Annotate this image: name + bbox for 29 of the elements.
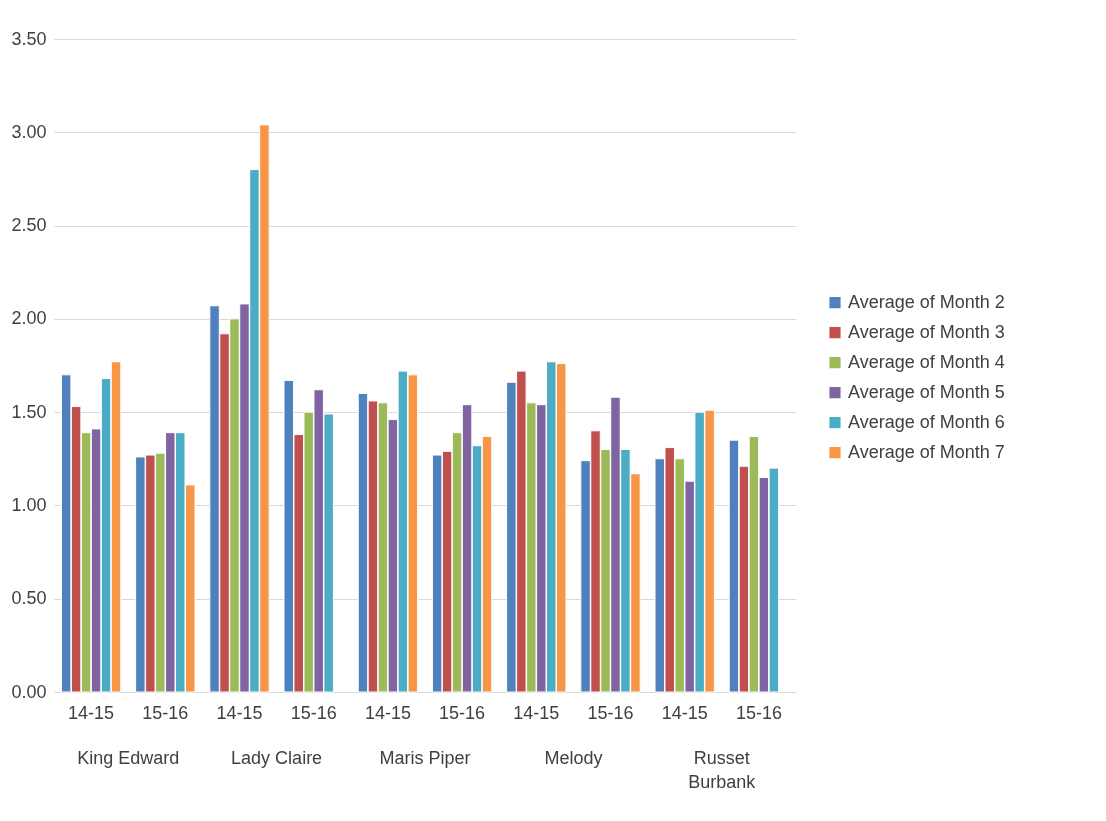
y-tick-label: 1.00 xyxy=(11,494,47,515)
text: Melody xyxy=(544,748,603,768)
x-tick-label: 14-15 xyxy=(216,702,263,723)
text: Lady Claire xyxy=(231,748,323,768)
x-tick-label: 14-15 xyxy=(513,702,560,723)
legend-label: Average of Month 3 xyxy=(848,321,1005,342)
x-tick-label: 14-15 xyxy=(661,702,708,723)
legend-label: Average of Month 6 xyxy=(848,411,1005,432)
y-tick-label: 2.00 xyxy=(11,308,47,329)
x-tick-label: 14-15 xyxy=(364,702,411,723)
x-tick-label: 15-16 xyxy=(735,702,782,723)
y-tick-label: 1.50 xyxy=(11,401,47,422)
text: Russet Burbank xyxy=(688,748,757,792)
x-tick-label: 15-16 xyxy=(439,702,486,723)
text: Maris Piper xyxy=(379,748,471,768)
x-tick-label: 14-15 xyxy=(68,702,115,723)
legend-label: Average of Month 5 xyxy=(848,381,1005,402)
x-tick-label: 15-16 xyxy=(587,702,634,723)
y-tick-label: 0.50 xyxy=(11,588,47,609)
y-tick-label: 3.00 xyxy=(11,121,47,142)
legend-label: Average of Month 7 xyxy=(848,441,1005,462)
y-tick-label: 0.00 xyxy=(11,681,47,702)
x-tick-label: 15-16 xyxy=(290,702,337,723)
y-tick-label: 2.50 xyxy=(11,215,47,236)
x-tick-label: 15-16 xyxy=(142,702,189,723)
y-tick-label: 3.50 xyxy=(11,28,47,49)
text: King Edward xyxy=(77,748,180,768)
legend-label: Average of Month 4 xyxy=(848,351,1005,372)
legend-label: Average of Month 2 xyxy=(848,291,1005,312)
